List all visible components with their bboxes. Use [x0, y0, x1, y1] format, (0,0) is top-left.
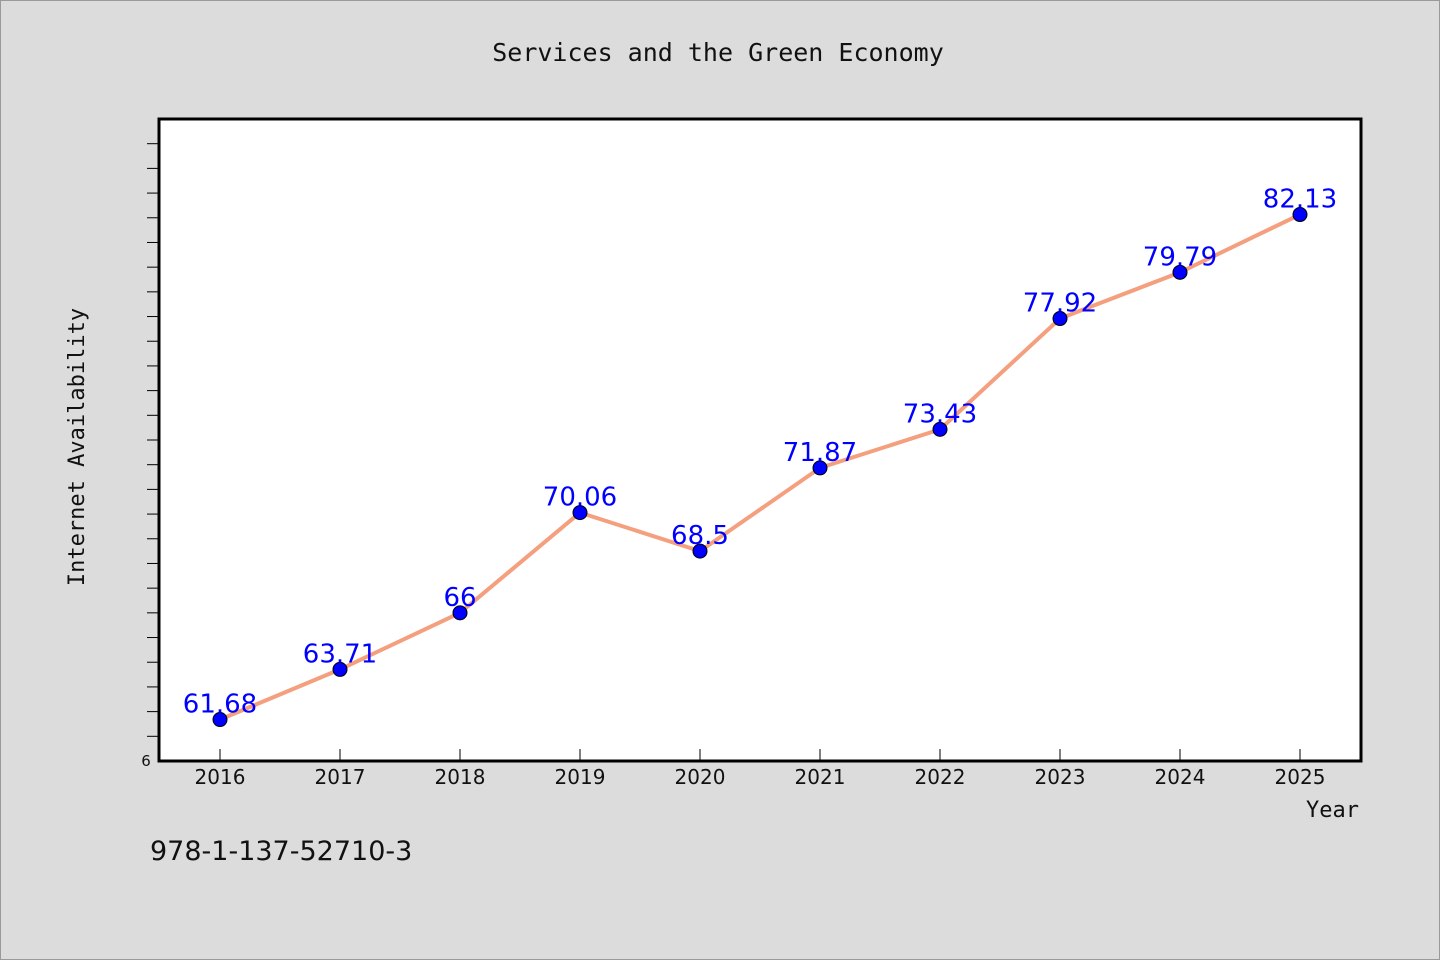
- y-axis-ticks: [147, 143, 159, 737]
- x-tick-label: 2023: [1035, 765, 1086, 789]
- chart-title: Services and the Green Economy: [492, 38, 944, 67]
- series-line: [218, 212, 1302, 722]
- data-point: [212, 712, 228, 728]
- data-point: [932, 421, 948, 437]
- data-label: 79.79: [1143, 242, 1217, 272]
- data-label: 71.87: [783, 438, 857, 468]
- series-markers: [212, 207, 1308, 728]
- y-tick-label: 6: [141, 752, 151, 770]
- data-label: 63.71: [303, 639, 377, 669]
- isbn-text: 978-1-137-52710-3: [150, 836, 413, 867]
- data-point: [332, 661, 348, 677]
- data-point: [692, 543, 708, 559]
- plot-area: [157, 117, 1363, 763]
- data-point: [572, 505, 588, 521]
- data-point: [812, 460, 828, 476]
- x-tick-label: 2018: [435, 765, 486, 789]
- x-tick-label: 2017: [315, 765, 366, 789]
- data-point: [1292, 207, 1308, 223]
- x-tick-label: 2016: [195, 765, 246, 789]
- data-point: [1172, 264, 1188, 280]
- x-axis-label: Year: [1306, 798, 1359, 823]
- x-axis-ticks: 2016 2017 2018 2019 2020 2021 2022 2023 2024 2025: [195, 749, 1326, 789]
- data-label: 70.06: [543, 483, 617, 513]
- data-label: 68.5: [671, 521, 729, 551]
- data-label: 61.68: [183, 690, 257, 720]
- data-label: 66: [443, 583, 476, 613]
- x-tick-label: 2025: [1275, 765, 1326, 789]
- x-tick-label: 2021: [795, 765, 846, 789]
- data-point: [452, 605, 468, 621]
- x-tick-label: 2019: [555, 765, 606, 789]
- data-label: 82.13: [1263, 185, 1337, 215]
- data-label: 77.92: [1023, 289, 1097, 319]
- data-labels: 61.68 63.71 66 70.06 68.5 71.87 73.43 77.92 79.7…: [183, 185, 1337, 720]
- x-tick-label: 2024: [1155, 765, 1206, 789]
- x-tick-label: 2022: [915, 765, 966, 789]
- y-axis-label: Internet Availability: [65, 308, 90, 586]
- x-tick-label: 2020: [675, 765, 726, 789]
- data-point: [1052, 311, 1068, 327]
- data-label: 73.43: [903, 399, 977, 429]
